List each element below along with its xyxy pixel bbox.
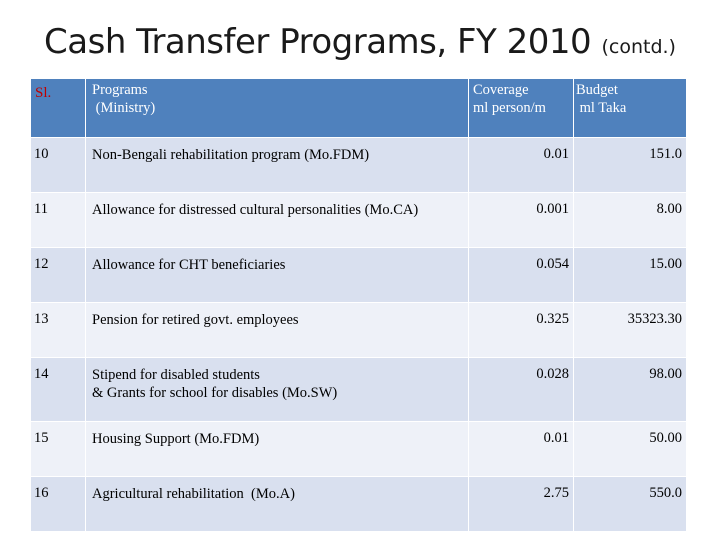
row-coverage: 0.054 bbox=[468, 247, 574, 303]
header-programs-line1: Programs bbox=[92, 82, 148, 98]
row-coverage: 0.028 bbox=[468, 357, 574, 422]
row-sl: 13 bbox=[30, 302, 86, 358]
row-coverage: 0.325 bbox=[468, 302, 574, 358]
row-program-line1: Stipend for disabled students bbox=[92, 367, 260, 383]
header-coverage-line2: ml person/m bbox=[473, 100, 546, 116]
row-sl: 16 bbox=[30, 476, 86, 532]
table-row: 16 Agricultural rehabilitation (Mo.A) 2.… bbox=[30, 476, 687, 532]
table-row: 12 Allowance for CHT beneficiaries 0.054… bbox=[30, 247, 687, 303]
programs-table: Sl. Programs (Ministry) Coverage ml pers… bbox=[30, 78, 687, 532]
title-suffix: (contd.) bbox=[601, 36, 676, 58]
row-program: Allowance for CHT beneficiaries bbox=[85, 247, 469, 303]
table-row: 13 Pension for retired govt. employees 0… bbox=[30, 302, 687, 358]
header-budget: Budget ml Taka bbox=[573, 78, 687, 138]
row-coverage: 0.01 bbox=[468, 137, 574, 193]
row-coverage: 0.001 bbox=[468, 192, 574, 248]
table-row: 10 Non-Bengali rehabilitation program (M… bbox=[30, 137, 687, 193]
table-row: 11 Allowance for distressed cultural per… bbox=[30, 192, 687, 248]
row-budget: 8.00 bbox=[573, 192, 687, 248]
row-program: Allowance for distressed cultural person… bbox=[85, 192, 469, 248]
row-sl: 10 bbox=[30, 137, 86, 193]
table-row: 15 Housing Support (Mo.FDM) 0.01 50.00 bbox=[30, 421, 687, 477]
row-program: Pension for retired govt. employees bbox=[85, 302, 469, 358]
row-sl: 11 bbox=[30, 192, 86, 248]
table-header-row: Sl. Programs (Ministry) Coverage ml pers… bbox=[30, 78, 687, 138]
table-row: 14 Stipend for disabled students & Grant… bbox=[30, 357, 687, 422]
row-sl: 12 bbox=[30, 247, 86, 303]
row-program-line2: & Grants for school for disables (Mo.SW) bbox=[92, 385, 338, 401]
row-program: Non-Bengali rehabilitation program (Mo.F… bbox=[85, 137, 469, 193]
row-budget: 15.00 bbox=[573, 247, 687, 303]
row-coverage: 0.01 bbox=[468, 421, 574, 477]
row-budget: 50.00 bbox=[573, 421, 687, 477]
row-budget: 98.00 bbox=[573, 357, 687, 422]
row-sl: 15 bbox=[30, 421, 86, 477]
row-sl: 14 bbox=[30, 357, 86, 422]
header-programs-line2: (Ministry) bbox=[92, 100, 156, 116]
row-budget: 35323.30 bbox=[573, 302, 687, 358]
header-programs: Programs (Ministry) bbox=[85, 78, 469, 138]
header-budget-line1: Budget bbox=[576, 82, 618, 98]
header-coverage-line1: Coverage bbox=[473, 82, 529, 98]
row-program: Housing Support (Mo.FDM) bbox=[85, 421, 469, 477]
row-coverage: 2.75 bbox=[468, 476, 574, 532]
slide-title: Cash Transfer Programs, FY 2010 (contd.) bbox=[0, 22, 720, 62]
header-budget-line2: ml Taka bbox=[576, 100, 627, 116]
row-budget: 550.0 bbox=[573, 476, 687, 532]
title-main: Cash Transfer Programs, FY 2010 bbox=[44, 22, 592, 62]
row-program: Agricultural rehabilitation (Mo.A) bbox=[85, 476, 469, 532]
header-coverage: Coverage ml person/m bbox=[468, 78, 574, 138]
header-sl: Sl. bbox=[30, 78, 86, 138]
row-budget: 151.0 bbox=[573, 137, 687, 193]
row-program: Stipend for disabled students & Grants f… bbox=[85, 357, 469, 422]
